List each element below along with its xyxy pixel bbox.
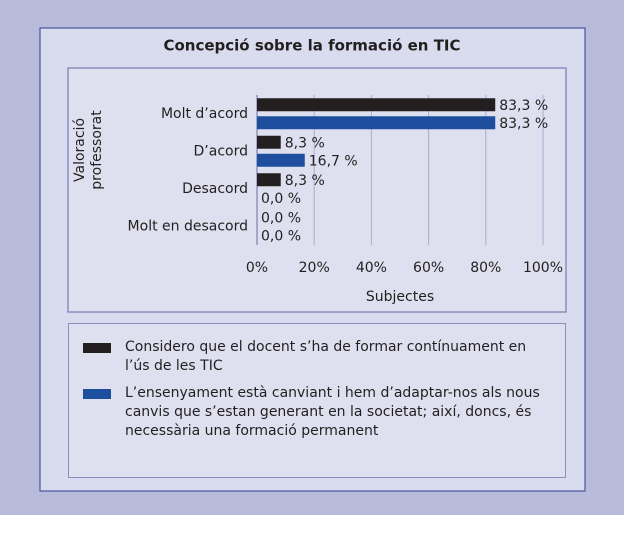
legend-label: Considero que el docent s’ha de formar c… xyxy=(125,339,527,374)
legend-swatch xyxy=(83,343,111,353)
plot: 0% 20% 40% 60% 80% 100% Subjectes Valoració prof… xyxy=(72,95,563,305)
chart-title: Concepció sobre la formació en TIC xyxy=(163,37,460,55)
x-tick-label: 40% xyxy=(356,260,387,276)
value-label: 0,0 % xyxy=(261,210,301,226)
x-tick-label: 0% xyxy=(246,260,268,276)
x-tick-label: 100% xyxy=(523,260,563,276)
legend-swatch xyxy=(83,389,111,399)
value-label: 83,3 % xyxy=(499,116,548,132)
value-label: 0,0 % xyxy=(261,228,301,244)
y-axis-label: Valoració xyxy=(72,118,88,182)
bar xyxy=(257,173,281,187)
y-tick-label: Molt en desacord xyxy=(128,218,248,234)
value-label: 8,3 % xyxy=(285,173,325,189)
y-axis-label: professorat xyxy=(89,110,105,190)
y-tick-label: Molt d’acord xyxy=(161,106,248,122)
bar xyxy=(257,98,496,112)
x-tick-label: 20% xyxy=(299,260,330,276)
value-label: 0,0 % xyxy=(261,191,301,207)
x-tick-label: 80% xyxy=(470,260,501,276)
y-tick-label: Desacord xyxy=(182,181,248,197)
x-axis-label: Subjectes xyxy=(366,289,434,305)
x-tick-label: 60% xyxy=(413,260,444,276)
bar xyxy=(257,153,305,167)
legend: Considero que el docent s’ha de formar c… xyxy=(68,323,566,478)
legend-label: L’ensenyament està canviant i hem d’adap… xyxy=(125,385,540,439)
legend-item: L’ensenyament està canviant i hem d’adap… xyxy=(83,384,547,441)
legend-item: Considero que el docent s’ha de formar c… xyxy=(83,338,547,376)
value-label: 83,3 % xyxy=(499,98,548,114)
value-label: 16,7 % xyxy=(309,153,358,169)
bar xyxy=(257,116,496,130)
bar xyxy=(257,135,281,149)
value-label: 8,3 % xyxy=(285,135,325,151)
y-tick-label: D’acord xyxy=(194,143,248,159)
